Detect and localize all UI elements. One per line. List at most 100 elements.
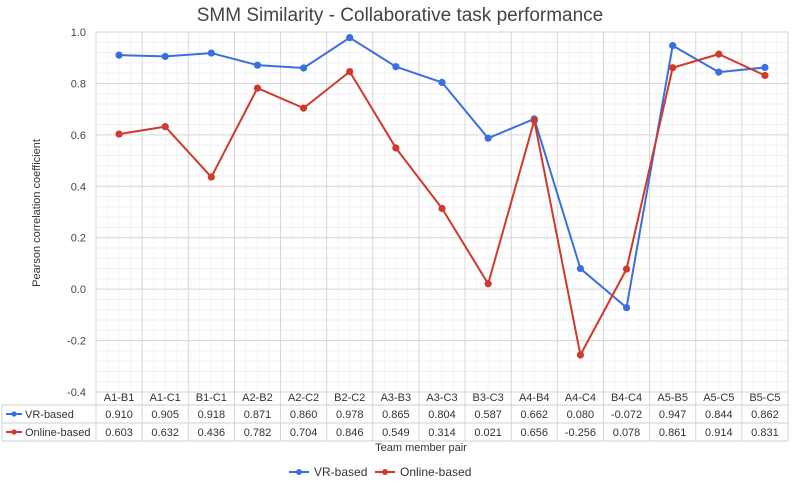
data-point — [207, 173, 215, 181]
legend-label: Online-based — [400, 465, 471, 479]
x-tick-label: A3-B3 — [381, 392, 412, 404]
data-table-value: 0.021 — [474, 427, 502, 439]
data-point — [576, 264, 585, 273]
data-point — [715, 50, 723, 58]
x-tick-label: B2-C2 — [334, 392, 365, 404]
data-table-value: -0.256 — [565, 427, 596, 439]
grid — [95, 31, 789, 441]
data-table-value: 0.860 — [290, 409, 318, 421]
data-point — [346, 68, 354, 76]
y-axis-title: Pearson correlation coefficient — [31, 139, 43, 287]
row-label: VR-based — [25, 409, 74, 421]
data-table-value: 0.831 — [751, 427, 779, 439]
data-point — [161, 123, 169, 131]
y-tick-label: -0.2 — [67, 336, 86, 348]
data-table-value: 0.662 — [521, 409, 549, 421]
data-point — [392, 144, 400, 152]
data-point — [207, 49, 215, 57]
data-table-value: 0.603 — [105, 427, 133, 439]
row-key-marker — [11, 411, 17, 417]
data-point — [715, 68, 723, 76]
x-tick-label: A5-B5 — [657, 392, 688, 404]
data-table-value: 0.910 — [105, 409, 133, 421]
data-table-value: 0.080 — [567, 409, 595, 421]
x-tick-label: A3-C3 — [426, 392, 457, 404]
data-table-value: 0.549 — [382, 427, 410, 439]
data-table-value: 0.947 — [659, 409, 687, 421]
row-label: Online-based — [25, 427, 90, 439]
data-table-value: 0.914 — [705, 427, 733, 439]
data-point — [576, 351, 585, 359]
x-axis-title: Team member pair — [375, 442, 467, 454]
series-online-based — [115, 50, 769, 359]
data-table-value: 0.905 — [151, 409, 179, 421]
data-table-value: -0.072 — [611, 409, 642, 421]
data-table-value: 0.861 — [659, 427, 687, 439]
legend: VR-based Online-based — [289, 465, 471, 479]
data-table-value: 0.844 — [705, 409, 733, 421]
data-point — [253, 84, 262, 92]
legend-key-marker — [296, 469, 302, 475]
data-point — [300, 64, 308, 72]
data-point — [622, 265, 631, 273]
x-tick-label: A1-C1 — [150, 392, 181, 404]
data-table-value: 0.871 — [244, 409, 272, 421]
y-tick-label: 0.2 — [71, 233, 86, 245]
x-tick-label: A5-C5 — [703, 392, 734, 404]
data-table-value: 0.587 — [474, 409, 502, 421]
data-point — [669, 64, 677, 72]
y-tick-label: -0.4 — [67, 387, 86, 399]
x-tick-label: A2-B2 — [242, 392, 273, 404]
data-point — [161, 52, 169, 61]
data-table-value: 0.314 — [428, 427, 456, 439]
data-table-value: 0.804 — [428, 409, 456, 421]
data-point — [484, 280, 492, 288]
y-tick-label: 0.6 — [71, 130, 86, 142]
chart-title: SMM Similarity - Collaborative task perf… — [197, 5, 604, 26]
data-point — [115, 130, 123, 138]
legend-label: VR-based — [314, 465, 367, 479]
data-table-value: 0.436 — [198, 427, 226, 439]
data-point — [669, 42, 677, 50]
series-layer — [115, 34, 769, 359]
y-axis-tick-labels: -0.4 -0.2 0.0 0.2 0.4 0.6 0.8 1.0 — [67, 27, 86, 399]
data-table: A1-B1 A1-C1 B1-C1 A2-B2 A2-C2 B2-C2 A3-B3 A3-C3… — [1, 392, 788, 442]
legend-key-marker — [382, 469, 388, 475]
x-tick-label: B1-C1 — [196, 392, 227, 404]
data-point — [438, 204, 446, 212]
data-point — [761, 63, 769, 72]
y-tick-label: 0.4 — [71, 181, 86, 193]
data-table-value: 0.704 — [290, 427, 318, 439]
row-key-marker — [11, 429, 17, 435]
x-tick-label: B3-C3 — [473, 392, 504, 404]
x-tick-label: B4-C4 — [611, 392, 642, 404]
data-table-value: 0.918 — [198, 409, 226, 421]
x-tick-label: A1-B1 — [104, 392, 135, 404]
data-table-value: 0.782 — [244, 427, 272, 439]
data-table-value: 0.632 — [151, 427, 179, 439]
y-tick-label: 0.8 — [71, 78, 86, 90]
x-tick-label: B5-C5 — [749, 392, 780, 404]
x-tick-label: A2-C2 — [288, 392, 319, 404]
data-point — [392, 63, 400, 71]
data-point — [115, 51, 123, 59]
data-point — [300, 104, 308, 112]
data-point — [484, 134, 492, 142]
data-table-value: 0.978 — [336, 409, 364, 421]
data-point — [761, 71, 769, 80]
data-point — [346, 34, 354, 42]
y-tick-label: 0.0 — [71, 284, 86, 296]
y-tick-label: 1.0 — [71, 27, 86, 39]
x-tick-label: A4-C4 — [565, 392, 596, 404]
data-table-value: 0.078 — [613, 427, 641, 439]
data-table-value: 0.846 — [336, 427, 364, 439]
data-point — [622, 304, 631, 312]
x-tick-label: A4-B4 — [519, 392, 550, 404]
data-point — [530, 116, 538, 125]
data-point — [253, 61, 262, 69]
data-table-value: 0.656 — [521, 427, 549, 439]
data-table-value: 0.862 — [751, 409, 779, 421]
data-point — [438, 78, 446, 86]
data-table-value: 0.865 — [382, 409, 410, 421]
